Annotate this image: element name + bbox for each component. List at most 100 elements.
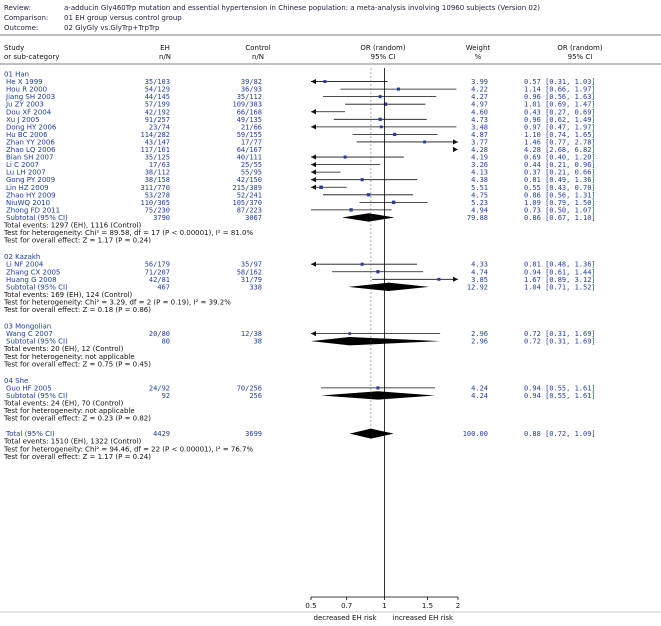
point-estimate [360, 178, 364, 182]
total-diamond [349, 428, 394, 439]
control-events: 87/223 [237, 206, 262, 214]
ci-arrow-left [311, 124, 316, 130]
control-events: 42/150 [237, 176, 262, 184]
control-events: 59/155 [237, 131, 262, 139]
total-weight: 100.00 [463, 430, 488, 438]
group-note: Test for heterogeneity: Chi² = 3.29, df … [3, 298, 231, 306]
or-ci-text: 1.14 [0.66, 1.97] [524, 86, 596, 94]
control-events: 17/77 [241, 138, 262, 146]
eh-events: 57/199 [145, 101, 170, 109]
control-events: 70/256 [237, 384, 262, 392]
subtotal-or-ci: 0.94 [0.55, 1.61] [524, 392, 596, 400]
comparison-label: Comparison: [4, 14, 48, 22]
ci-arrow-left [311, 184, 316, 190]
ci-arrow-right [453, 146, 458, 153]
study-name: Zhao HY 2009 [6, 191, 56, 199]
group-note: Test for overall effect: Z = 1.17 (P = 0… [3, 237, 151, 245]
study-name: Gong PY 2009 [6, 176, 55, 184]
weight-value: 4.75 [471, 191, 488, 199]
eh-events: 38/112 [145, 169, 170, 177]
subtotal-weight: 4.24 [471, 392, 488, 400]
axis-tick-label: 0.7 [341, 602, 352, 610]
or-ci-text: 0.37 [0.21, 0.66] [524, 169, 596, 177]
subtotal-diamond [311, 336, 441, 346]
or-ci-text: 0.57 [0.31, 1.03] [524, 78, 596, 86]
total-or-ci: 0.88 [0.72, 1.09] [524, 430, 596, 438]
group-note: Total events: 20 (EH), 12 (Control) [3, 345, 124, 353]
eh-events: 53/278 [145, 191, 170, 199]
or-ci-text: 1.10 [0.74, 1.65] [524, 131, 596, 139]
study-name: Ju ZY 2003 [5, 101, 44, 109]
point-estimate [360, 262, 364, 266]
subtotal-diamond [342, 213, 395, 222]
ci-arrow-left [311, 154, 316, 160]
control-events: 40/111 [237, 154, 262, 162]
control-events: 215/389 [232, 184, 262, 192]
weight-value: 3.77 [471, 138, 488, 146]
study-name: Huang G 2008 [6, 276, 57, 284]
increased-risk-label: increased EH risk [393, 614, 455, 622]
column-headings: Study or sub-category EH n/N Control n/N… [4, 44, 603, 61]
eh-events: 43/147 [145, 138, 170, 146]
point-estimate [378, 95, 382, 99]
review-label: Review: [4, 4, 31, 12]
point-estimate [348, 332, 351, 335]
weight-value: 4.28 [471, 146, 488, 154]
control-events: 36/93 [241, 86, 262, 94]
point-estimate [376, 270, 380, 274]
group-note: Test for overall effect: Z = 0.23 (P = 0… [3, 415, 151, 423]
study-name: Li C 2007 [6, 161, 39, 169]
point-estimate [323, 80, 327, 84]
eh-events: 54/129 [145, 86, 170, 94]
study-name: Guo HF 2005 [6, 384, 52, 392]
forest-axis: 0.5 0.7 1 1.5 2 decreased EH risk increased EH… [305, 68, 460, 622]
eh-events: 311/770 [140, 184, 170, 192]
subtotal-eh: 92 [162, 392, 170, 400]
eh-events: 75/230 [145, 206, 170, 214]
study-name: Zhan YY 2006 [6, 138, 55, 146]
col-study-sub: or sub-category [4, 53, 59, 61]
point-estimate [343, 155, 347, 159]
ci-arrow-right [453, 276, 458, 282]
eh-events: 91/257 [145, 116, 170, 124]
total-eh: 4429 [153, 430, 170, 438]
eh-events: 117/161 [140, 146, 170, 154]
subtotal-label: Subtotal (95% CI) [6, 338, 68, 346]
study-name: Zhong FD 2011 [6, 206, 60, 214]
group-name: 01 Han [4, 71, 29, 79]
subtotal-or-ci: 1.04 [0.71, 1.52] [524, 283, 596, 291]
study-name: Lu LH 2007 [6, 169, 46, 177]
subtotal-control: 38 [254, 338, 262, 346]
col-or-sub: 95% CI [371, 53, 396, 61]
control-events: 49/135 [237, 116, 262, 124]
ci-arrow-left [311, 169, 316, 175]
ci-arrow-left [311, 78, 316, 85]
weight-value: 5.51 [471, 184, 488, 192]
control-events: 25/55 [241, 161, 262, 169]
or-ci-text: 0.94 [0.61, 1.44] [524, 268, 596, 276]
study-name: Li NF 2004 [6, 261, 44, 269]
or-ci-text: 0.73 [0.50, 1.07] [524, 206, 596, 214]
eh-events: 114/282 [140, 131, 170, 139]
subtotal-diamond [321, 391, 435, 400]
subtotal-weight: 12.92 [467, 283, 488, 291]
ci-arrow-left [311, 109, 316, 115]
group-note: Test for heterogeneity: not applicable [3, 353, 135, 361]
total-note: Total events: 1510 (EH), 1322 (Control) [3, 438, 141, 446]
ci-arrow-right [453, 139, 458, 145]
review-value: a-adducin Gly460Trp mutation and essenti… [64, 4, 540, 12]
control-events: 35/112 [237, 93, 262, 101]
control-events: 58/162 [237, 268, 262, 276]
subtotal-or-ci: 0.86 [0.67, 1.10] [524, 214, 596, 222]
eh-events: 35/103 [145, 78, 170, 86]
subtotal-label: Subtotal (95% CI) [6, 214, 68, 222]
ci-arrow-left [311, 261, 316, 267]
subtotal-eh: 3790 [153, 214, 170, 222]
control-events: 109/383 [232, 101, 262, 109]
eh-events: 110/365 [140, 199, 170, 207]
study-name: Xu J 2005 [6, 116, 40, 124]
control-events: 31/79 [241, 276, 262, 284]
subtotal-eh: 80 [162, 338, 170, 346]
col-control: Control [245, 44, 270, 52]
point-estimate [391, 200, 396, 205]
